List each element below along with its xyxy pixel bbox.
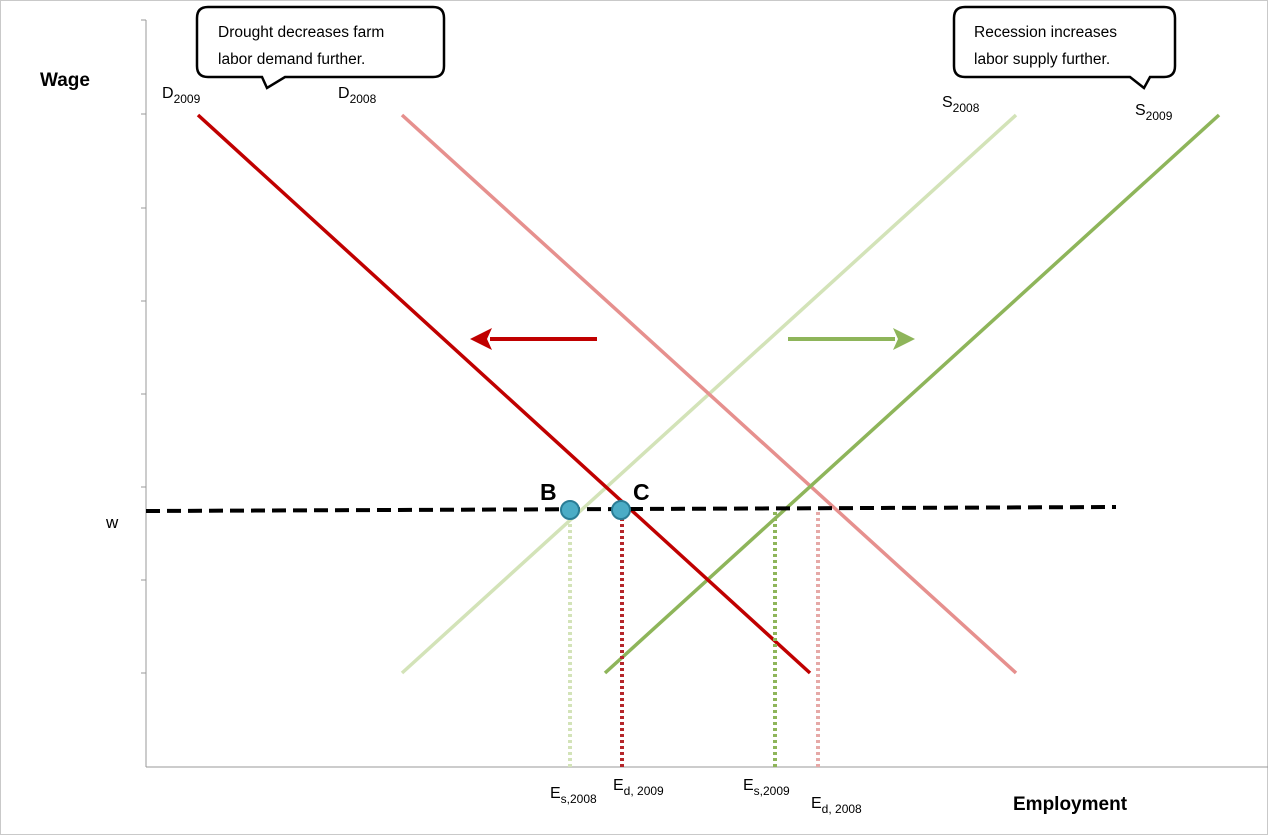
wage-level-label: w <box>105 513 119 532</box>
y-axis-ticks <box>141 19 146 674</box>
recession-callout-bubble <box>952 5 1177 90</box>
point-c-label: C <box>633 479 650 505</box>
drought-callout-line-2: labor demand further. <box>218 51 365 68</box>
ed2009-label: Ed, 2009 <box>613 777 664 798</box>
point-b: B <box>540 479 580 520</box>
point-c: C <box>611 479 650 520</box>
y-axis-label: Wage <box>40 70 90 91</box>
ed2008-label: Ed, 2008 <box>811 795 862 816</box>
axes <box>141 19 1268 768</box>
drought-callout-bubble <box>195 5 446 90</box>
point-c-marker <box>611 500 631 520</box>
recession-callout-line-2: labor supply further. <box>974 51 1110 68</box>
es2009-label: Es,2009 <box>743 777 790 798</box>
supply-2009-line <box>603 113 1221 675</box>
s2009-label: S2009 <box>1135 102 1173 123</box>
d2009-label: D2009 <box>162 85 201 106</box>
wage-line <box>145 505 1117 513</box>
s2008-label: S2008 <box>942 94 980 115</box>
x-axis-label: Employment <box>1013 794 1128 815</box>
point-b-label: B <box>540 479 557 505</box>
curves <box>196 113 1221 675</box>
supply-shift-arrow <box>788 328 915 350</box>
employment-drop-lines <box>568 512 820 767</box>
drought-callout: Drought decreases farm labor demand furt… <box>195 5 446 90</box>
recession-callout: Recession increases labor supply further… <box>952 5 1177 90</box>
point-b-marker <box>560 500 580 520</box>
demand-2009-line <box>196 113 812 675</box>
recession-callout-line-1: Recession increases <box>974 24 1117 41</box>
demand-shift-arrow <box>470 328 597 350</box>
demand-2008-line <box>400 113 1018 675</box>
drought-callout-line-1: Drought decreases farm <box>218 24 384 41</box>
d2008-label: D2008 <box>338 85 377 106</box>
es2008-label: Es,2008 <box>550 785 597 806</box>
